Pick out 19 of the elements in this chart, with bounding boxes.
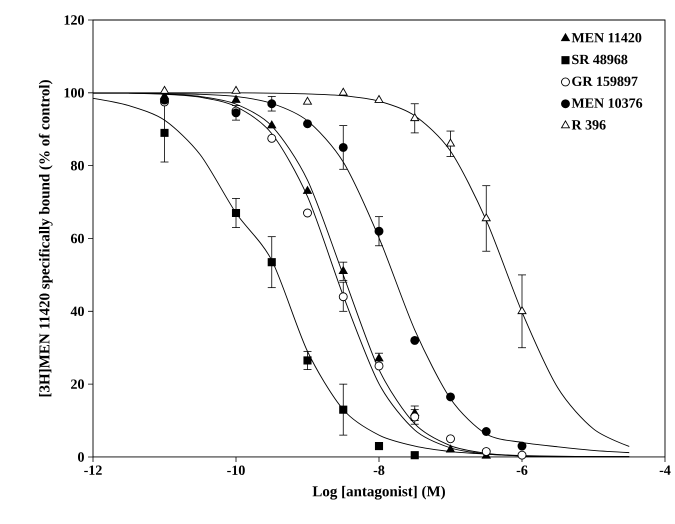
y-axis-title: [3H]MEN 11420 specifically bound (% of control) (38, 80, 53, 396)
y-tick-label: 100 (64, 88, 84, 98)
x-tick-label: -12 (84, 466, 102, 475)
legend-label: SR 48968 (572, 54, 628, 64)
legend-label: MEN 11420 (572, 32, 642, 42)
y-tick-label: 0 (78, 452, 84, 462)
y-tick-label: 40 (70, 306, 84, 316)
x-tick-label: -8 (374, 466, 384, 475)
legend-label: GR 159897 (572, 76, 638, 86)
x-tick-label: -10 (227, 466, 245, 475)
y-tick-label: 20 (71, 379, 84, 389)
x-tick-label: -4 (660, 466, 671, 475)
x-axis-title: Log [antagonist] (M) (312, 486, 445, 500)
legend-label: MEN 10376 (572, 98, 642, 108)
x-tick-label: -6 (516, 466, 528, 475)
y-tick-label: 60 (70, 234, 84, 244)
y-tick-label: 120 (64, 15, 84, 25)
y-tick-label: 80 (70, 160, 84, 170)
legend-label: R 396 (572, 120, 606, 130)
